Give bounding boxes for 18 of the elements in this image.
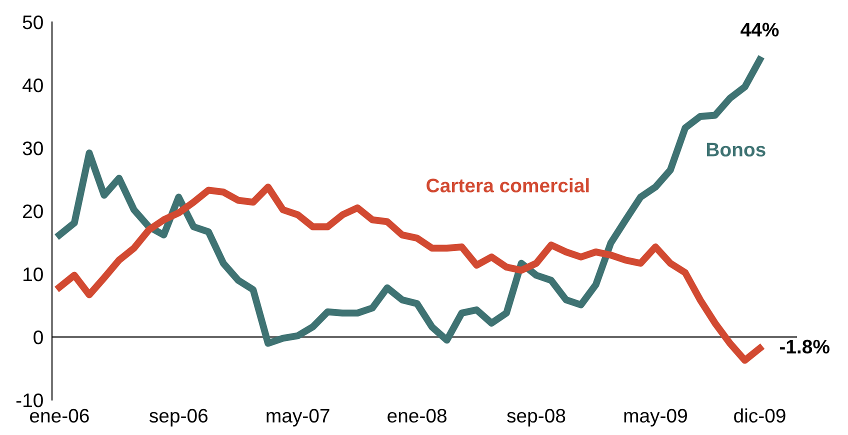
x-tick-label: dic-09 [734, 408, 786, 423]
y-tick-label: 20 [23, 204, 43, 218]
y-tick-label: 30 [22, 141, 43, 156]
series-label: Bonos [706, 142, 766, 156]
x-tick-label: sep-08 [507, 408, 566, 426]
x-tick-label: ene-06 [30, 408, 89, 423]
annotation: -1.8% [780, 340, 830, 354]
y-tick-label: 0 [34, 330, 43, 344]
x-tick-label: ene-08 [388, 408, 446, 423]
y-tick-label: -10 [16, 393, 43, 408]
text: Cartera comercial [426, 178, 589, 192]
annotation: 44% [740, 22, 779, 36]
y-tick-label: 10 [24, 267, 43, 282]
x-tick-label: may-07 [266, 408, 330, 426]
x-tick-label: sep-06 [149, 408, 208, 426]
y-tick-label: 50 [22, 15, 43, 30]
x-tick-label: may-09 [624, 408, 687, 426]
y-tick-label: 40 [22, 78, 43, 92]
